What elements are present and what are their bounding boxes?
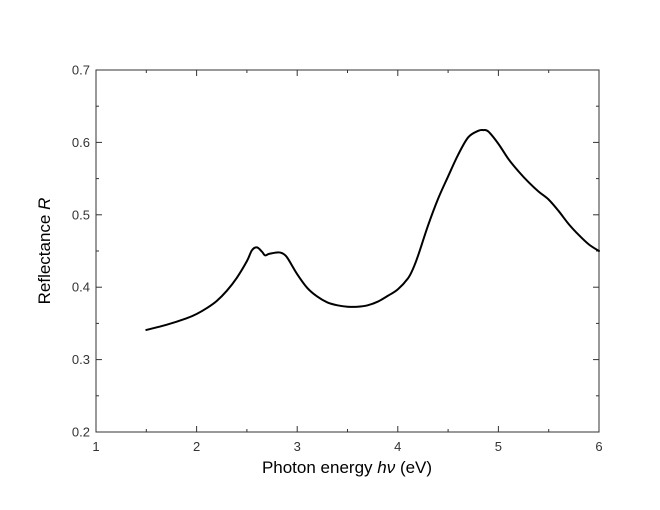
x-tick-label: 3 <box>294 439 301 454</box>
y-tick-label: 0.4 <box>72 280 90 295</box>
x-tick-label: 4 <box>394 439 401 454</box>
y-axis-label: Reflectance R <box>35 198 54 305</box>
x-tick-label: 2 <box>193 439 200 454</box>
x-tick-label: 5 <box>495 439 502 454</box>
x-tick-label: 6 <box>595 439 602 454</box>
y-axis-ticks: 0.2 0.3 0.4 0.5 0.6 0.7 <box>72 63 599 440</box>
y-tick-label: 0.7 <box>72 63 90 78</box>
reflectance-series-line <box>145 128 600 331</box>
x-tick-label: 1 <box>92 439 99 454</box>
y-tick-label: 0.3 <box>72 352 90 367</box>
y-tick-label: 0.5 <box>72 207 90 222</box>
x-axis-label: Photon energy hν (eV) <box>262 458 432 477</box>
y-tick-label: 0.6 <box>72 135 90 150</box>
y-tick-label: 0.2 <box>72 425 90 440</box>
series-layer <box>145 128 600 331</box>
x-axis-ticks: 1 2 3 4 5 6 <box>92 70 603 454</box>
plot-frame <box>95 69 600 433</box>
